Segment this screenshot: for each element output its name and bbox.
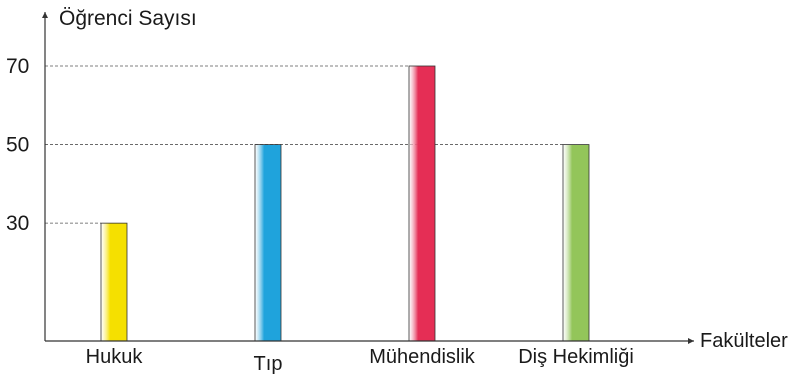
bar-mühendislik	[408, 65, 436, 342]
y-tick-label: 70	[6, 55, 29, 78]
y-tick-label: 30	[6, 212, 29, 235]
bar-diş-hekimliği	[562, 144, 590, 342]
bar-tıp	[254, 144, 282, 342]
y-tick-label: 50	[6, 134, 29, 157]
y-axis-label: Öğrenci Sayısı	[59, 7, 197, 30]
category-label: Tıp	[254, 353, 283, 375]
category-labels: Hukuk Tıp Mühendislik Diş Hekimliği	[86, 346, 634, 375]
gridlines	[45, 65, 563, 224]
category-label: Diş Hekimliği	[518, 346, 634, 368]
x-axis-label: Fakülteler	[700, 330, 788, 352]
bar-hukuk	[100, 222, 128, 342]
category-label: Mühendislik	[369, 346, 476, 368]
bars	[100, 65, 590, 342]
category-label: Hukuk	[86, 346, 144, 368]
y-tick-labels: 30 50 70	[6, 55, 29, 235]
